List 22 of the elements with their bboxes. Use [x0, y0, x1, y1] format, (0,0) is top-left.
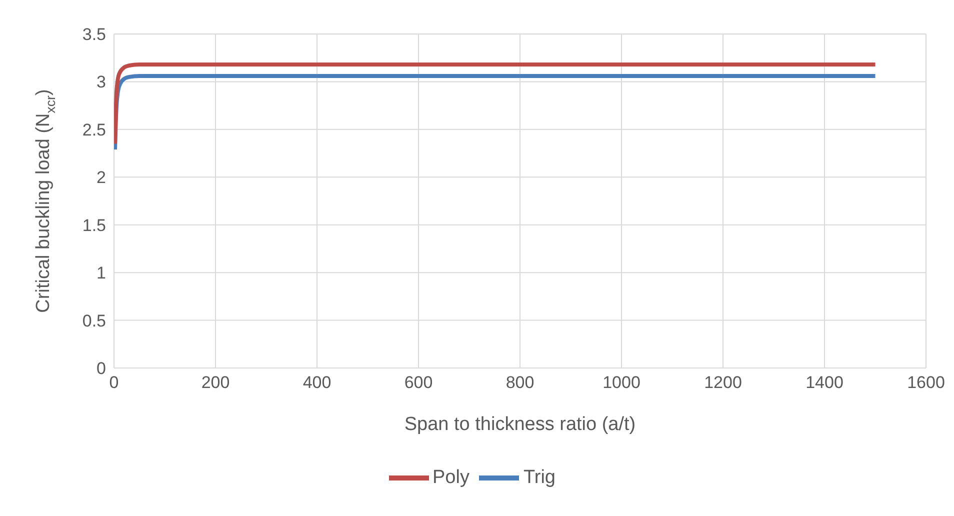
x-tick-label: 200 — [201, 373, 230, 392]
x-tick-label: 600 — [404, 373, 433, 392]
y-tick-label: 1.5 — [82, 216, 106, 235]
y-tick-label: 0 — [96, 359, 106, 378]
x-axis-title: Span to thickness ratio (a/t) — [404, 414, 636, 435]
y-tick-label: 2.5 — [82, 120, 106, 140]
x-tick-label: 400 — [302, 373, 332, 392]
x-tick-label: 1200 — [704, 373, 742, 392]
y-tick-label: 3 — [96, 72, 106, 92]
x-tick-label: 1000 — [602, 373, 640, 392]
x-tick-label: 0 — [109, 373, 119, 392]
y-tick-label: 2 — [96, 168, 106, 188]
x-tick-label: 800 — [506, 373, 534, 392]
legend-label: Trig — [523, 467, 556, 488]
legend-label: Poly — [432, 467, 470, 488]
x-tick-label: 1400 — [806, 373, 844, 392]
line-series — [114, 74, 878, 152]
x-tick-label: 1600 — [907, 373, 945, 392]
y-tick-label: 3.5 — [82, 25, 106, 44]
y-tick-label: 1 — [96, 264, 106, 283]
line-series — [114, 62, 878, 146]
y-tick-label: 0.5 — [82, 311, 106, 330]
